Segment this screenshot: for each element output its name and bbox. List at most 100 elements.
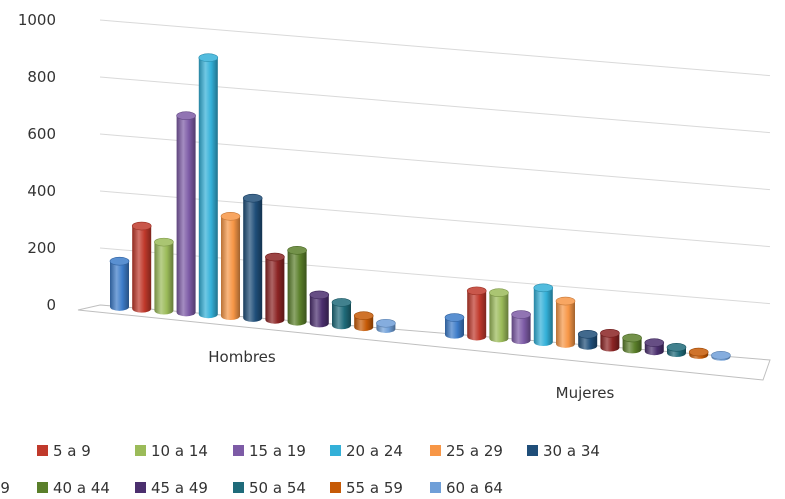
legend-label: 40 a 44 xyxy=(53,479,110,497)
bar-25-a-29-mujeres xyxy=(555,296,576,348)
legend-item-45-a-49: 45 a 49 xyxy=(135,479,208,497)
legend-label: 30 a 34 xyxy=(543,442,600,460)
legend-swatch xyxy=(330,482,341,493)
legend-swatch xyxy=(233,445,244,456)
bar-body xyxy=(578,334,598,350)
bar-cap xyxy=(287,246,307,255)
legend-item-40-a-44: 40 a 44 xyxy=(37,479,110,497)
bar-cap xyxy=(511,310,531,319)
bar-cap xyxy=(577,329,598,339)
legend-swatch xyxy=(135,445,146,456)
legend-item-5-a-9: 5 a 9 xyxy=(37,442,91,460)
legend-swatch xyxy=(135,482,146,493)
legend: 5 a 9 10 a 14 15 a 19 20 a 24 25 a 29 30 a 34… xyxy=(0,442,600,497)
bar-20-a-24-hombres xyxy=(198,53,219,319)
legend-label: 55 a 59 xyxy=(346,479,403,497)
bar-cap xyxy=(154,237,174,247)
legend-swatch xyxy=(430,482,441,493)
legend-swatch xyxy=(233,482,244,493)
bar-cap xyxy=(309,290,330,300)
bar-cap xyxy=(644,338,665,347)
bar-55-a-59-mujeres xyxy=(688,347,709,359)
bar-cap xyxy=(688,347,709,357)
bar-cap xyxy=(131,221,152,231)
bar-body xyxy=(354,315,374,332)
bar-cap xyxy=(198,53,219,63)
bar-body xyxy=(221,216,240,321)
legend-label: 5 a 9 xyxy=(53,442,91,460)
legend-swatch xyxy=(37,482,48,493)
bar-10-a-14-mujeres xyxy=(489,288,509,343)
bar-40-a-44-hombres xyxy=(287,246,307,326)
bar-55-a-59-hombres xyxy=(353,311,374,332)
bar-body xyxy=(489,292,509,343)
bar-body xyxy=(467,290,487,341)
bar-body xyxy=(445,317,464,339)
bar-cap xyxy=(331,298,352,307)
y-tick-label: 800 xyxy=(27,68,56,86)
bar-cap xyxy=(555,296,576,306)
category-label: Mujeres xyxy=(556,384,615,402)
bar-body xyxy=(511,314,531,345)
legend-label: 60 a 64 xyxy=(446,479,503,497)
bar-body xyxy=(154,242,174,315)
bar-cap xyxy=(242,193,263,203)
bar-45-a-49-mujeres xyxy=(644,338,665,356)
legend-swatch xyxy=(330,445,341,456)
bar-cap xyxy=(109,256,130,266)
bar-60-a-64-mujeres xyxy=(711,351,731,361)
y-axis-ticks: 0 200 400 600 800 1000 xyxy=(18,11,56,314)
y-tick-label: 0 xyxy=(46,296,56,314)
legend-label: 10 a 14 xyxy=(151,442,208,460)
bar-45-a-49-hombres xyxy=(309,290,330,328)
bar-body xyxy=(309,294,329,328)
y-tick-label: 200 xyxy=(27,239,56,257)
bar-10-a-14-hombres xyxy=(154,237,174,315)
legend-item-60-a-64: 60 a 64 xyxy=(430,479,503,497)
bar-cap xyxy=(265,252,285,262)
legend-item-55-a-59: 55 a 59 xyxy=(330,479,403,497)
bar-50-a-54-mujeres xyxy=(666,343,687,358)
bar-body xyxy=(110,261,129,311)
legend-label: 35 a 39 xyxy=(0,479,10,497)
legend-label: 50 a 54 xyxy=(249,479,306,497)
bar-body xyxy=(600,333,620,352)
bar-body xyxy=(556,301,575,348)
bar-cap xyxy=(376,318,396,328)
legend-item-25-a-29: 25 a 29 xyxy=(430,442,503,460)
bar-cap xyxy=(444,313,465,322)
legend-item-10-a-14: 10 a 14 xyxy=(135,442,208,460)
bar-5-a-9-mujeres xyxy=(466,286,487,341)
bar-body xyxy=(176,115,196,317)
bar-50-a-54-hombres xyxy=(331,298,352,330)
bar-cap xyxy=(600,328,620,338)
bar-cap xyxy=(353,311,374,320)
bar-cap xyxy=(176,111,196,121)
legend-label: 15 a 19 xyxy=(249,442,306,460)
bar-body xyxy=(287,250,307,326)
legend-swatch xyxy=(37,445,48,456)
y-tick-label: 600 xyxy=(27,125,56,143)
bar-cap xyxy=(489,288,509,298)
bar-20-a-24-mujeres xyxy=(533,283,554,347)
bar-cap xyxy=(466,286,487,296)
bar-cap xyxy=(666,343,687,352)
bar-cap xyxy=(711,351,731,360)
y-tick-label: 1000 xyxy=(18,11,56,29)
bar-15-a-19-mujeres xyxy=(511,310,531,345)
bar-body xyxy=(265,257,285,324)
gridline xyxy=(99,19,771,77)
bar-series-1-hombres xyxy=(109,256,130,311)
bar-body xyxy=(243,198,263,322)
bar-60-a-64-hombres xyxy=(376,318,396,333)
legend-item-30-a-34: 30 a 34 xyxy=(527,442,600,460)
category-label: Hombres xyxy=(208,348,276,366)
bar-cap xyxy=(622,333,642,343)
bar-body xyxy=(533,287,553,347)
bar-40-a-44-mujeres xyxy=(622,333,642,354)
legend-label: 20 a 24 xyxy=(346,442,403,460)
bar-30-a-34-hombres xyxy=(242,193,263,322)
bar-15-a-19-hombres xyxy=(176,111,196,317)
bar-body xyxy=(132,226,152,313)
